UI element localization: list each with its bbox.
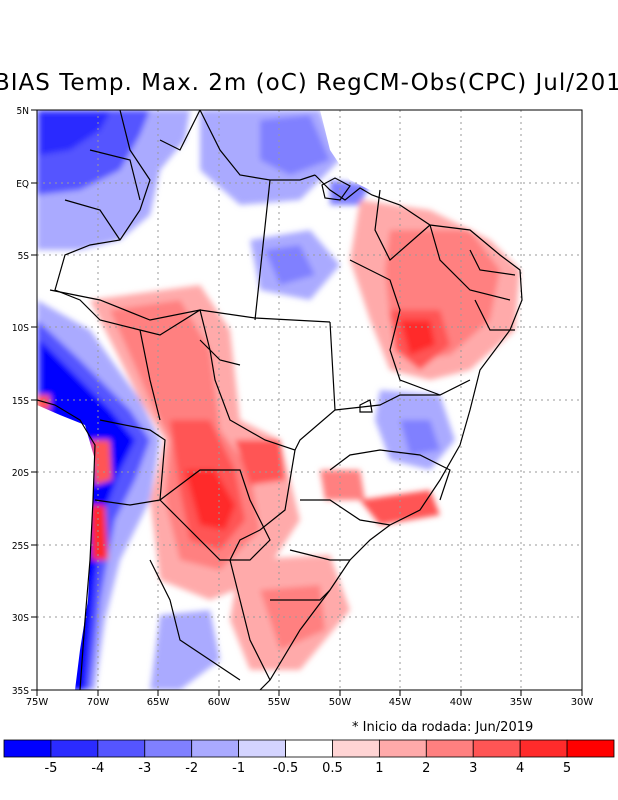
lon-label: 65W bbox=[147, 697, 170, 708]
colorbar-tick-label: -5 bbox=[44, 761, 57, 776]
colorbar-swatch bbox=[378, 739, 427, 758]
lon-label: 75W bbox=[26, 697, 49, 708]
colorbar-labels: -5 -4 -3 -2 -1 -0.5 0.5 1 2 3 4 5 bbox=[44, 761, 571, 776]
lat-label: 20S bbox=[12, 468, 29, 479]
lat-label: 5N bbox=[17, 106, 29, 117]
lon-label: 40W bbox=[450, 697, 473, 708]
colorbar-tick-label: -0.5 bbox=[273, 761, 298, 776]
colorbar-tick-label: 3 bbox=[469, 761, 477, 776]
lon-label: 35W bbox=[510, 697, 533, 708]
colorbar-tick-label: -1 bbox=[232, 761, 245, 776]
ocean-mask bbox=[37, 110, 582, 690]
lat-label: 5S bbox=[18, 251, 30, 262]
colorbar-swatch bbox=[50, 739, 99, 758]
colorbar-swatch bbox=[519, 739, 568, 758]
colorbar-tick-label: 4 bbox=[516, 761, 524, 776]
lat-label: 10S bbox=[12, 323, 29, 334]
borders bbox=[37, 110, 523, 690]
colorbar-swatch bbox=[425, 739, 474, 758]
colorbar-tick-label: 0.5 bbox=[322, 761, 343, 776]
lat-label: 30S bbox=[12, 613, 29, 624]
colorbar-swatch bbox=[332, 739, 380, 758]
lat-label: 35S bbox=[12, 686, 29, 697]
lon-label: 45W bbox=[389, 697, 412, 708]
lat-label: EQ bbox=[16, 179, 29, 190]
lon-labels: 75W 70W 65W 60W 55W 50W 45W 40W 35W 30W bbox=[26, 697, 594, 708]
lon-label: 50W bbox=[329, 697, 352, 708]
lon-label: 60W bbox=[208, 697, 231, 708]
colorbar-tick-label: -2 bbox=[185, 761, 198, 776]
colorbar-swatch bbox=[566, 739, 615, 758]
lon-label: 30W bbox=[571, 697, 594, 708]
lat-label: 15S bbox=[12, 396, 29, 407]
colorbar-swatch bbox=[3, 739, 52, 758]
colorbar-tick-label: 2 bbox=[422, 761, 430, 776]
colorbar-tick-label: 1 bbox=[375, 761, 383, 776]
axis-ticks bbox=[31, 109, 583, 696]
colorbar-tick-label: -4 bbox=[91, 761, 104, 776]
colorbar-tick-label: -3 bbox=[138, 761, 151, 776]
colorbar-swatch bbox=[144, 739, 193, 758]
colorbar-tick-label: 5 bbox=[563, 761, 571, 776]
colorbar-swatch bbox=[97, 739, 146, 758]
colorbar-swatch bbox=[285, 739, 333, 758]
colorbar-swatch bbox=[191, 739, 240, 758]
colorbar-swatch bbox=[472, 739, 521, 758]
lat-label: 25S bbox=[12, 541, 29, 552]
map-title: BIAS Temp. Max. 2m (oC) RegCM-Obs(CPC) J… bbox=[0, 70, 618, 96]
colorbar-swatch bbox=[238, 739, 286, 758]
lat-labels: 5N EQ 5S 10S 15S 20S 25S 30S 35S bbox=[12, 106, 29, 697]
colorbar bbox=[3, 739, 615, 758]
lon-label: 55W bbox=[268, 697, 291, 708]
run-note: * Inicio da rodada: Jun/2019 bbox=[352, 720, 534, 735]
lon-label: 70W bbox=[87, 697, 110, 708]
